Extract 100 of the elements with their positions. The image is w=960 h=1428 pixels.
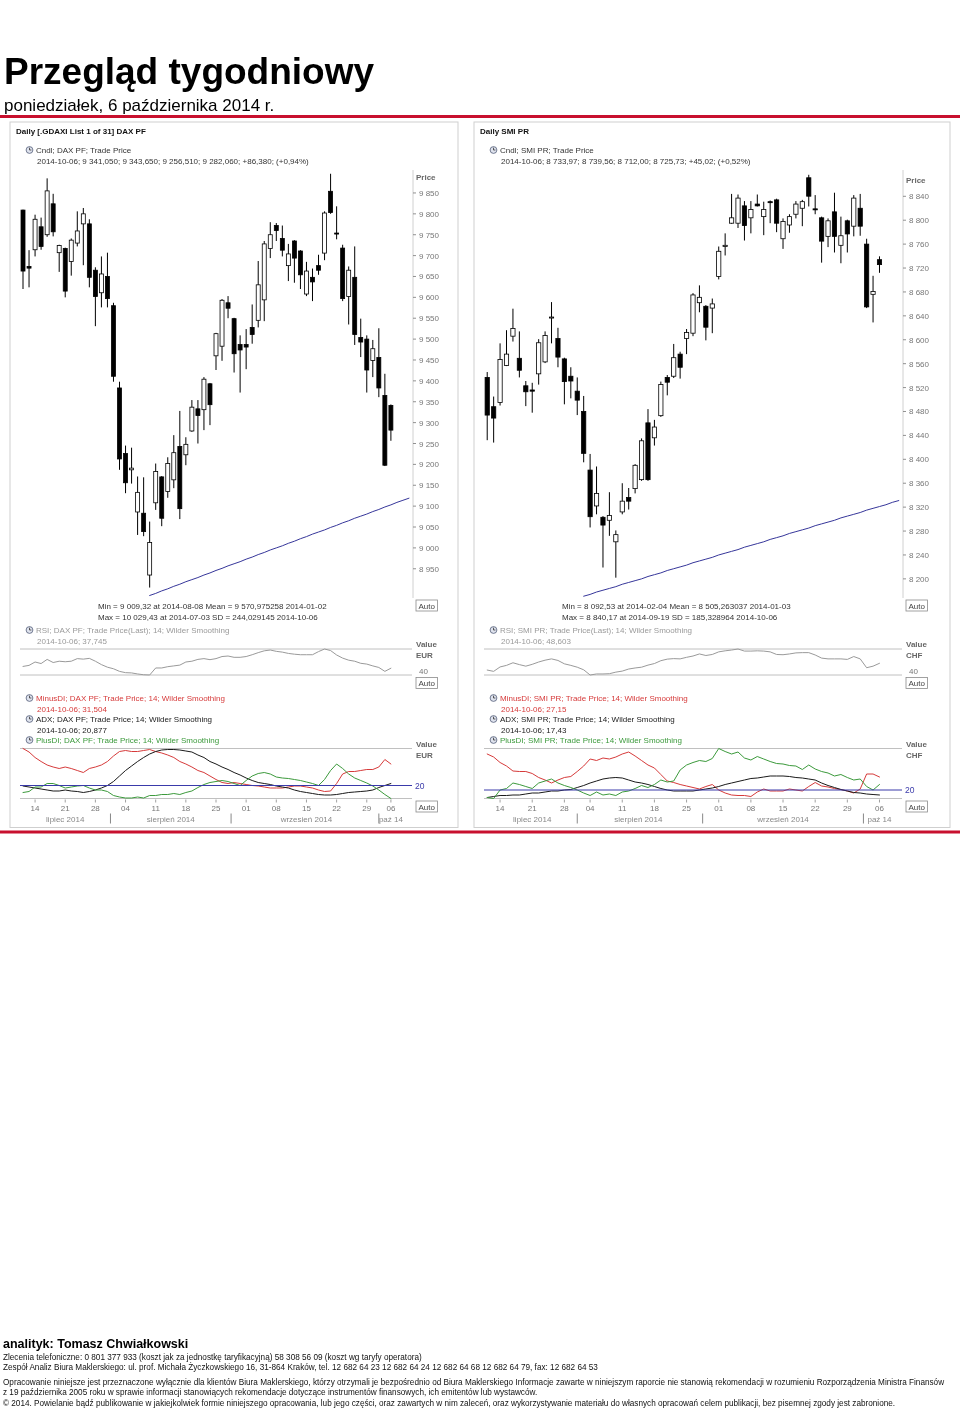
text: poniedziałek, 6 października 2014 r. bbox=[4, 96, 275, 115]
text: ADX; DAX PF; Trade Price; 14; Wilder Smoothing 2014-10-06; 20,877 bbox=[36, 715, 213, 735]
x-tick-label: 22 bbox=[332, 803, 342, 813]
y-tick-label: 8 950 bbox=[419, 564, 440, 574]
text: lipiec 2014 bbox=[46, 814, 85, 824]
x-tick-label: 14 bbox=[30, 803, 41, 813]
text: wrzesień 2014 bbox=[756, 814, 810, 824]
text: MinusDI; DAX PF; Trade Price; 14; Wilder Smoothing 2014-10-06; 31,504 bbox=[36, 694, 225, 714]
y-axis-title: Price bbox=[416, 172, 437, 182]
y-tick-label: 8 520 bbox=[909, 383, 930, 393]
x-tick-label: 18 bbox=[649, 803, 660, 813]
y-tick-label: 8 480 bbox=[909, 407, 930, 417]
y-tick-label: 8 760 bbox=[909, 240, 930, 250]
auto-button: Auto bbox=[415, 599, 438, 612]
auto-button: Auto bbox=[905, 800, 928, 813]
y-tick-label: 8 680 bbox=[909, 287, 930, 297]
x-tick-label: 22 bbox=[810, 803, 821, 813]
x-tick-label: 06 bbox=[875, 803, 885, 813]
x-tick-label: 06 bbox=[386, 803, 396, 813]
candlestick bbox=[516, 330, 522, 378]
x-tick-label: 15 bbox=[302, 803, 312, 813]
auto-button: Auto bbox=[415, 800, 438, 813]
y-tick-label: 9 400 bbox=[419, 376, 440, 386]
text: Max = 10 029,43 at 2014-07-03 SD = 244,029145 2014-10-06 bbox=[98, 612, 319, 622]
y-tick-label: 9 300 bbox=[419, 418, 440, 428]
text: paź 14 bbox=[378, 814, 404, 824]
text: Przegląd tygodniowy bbox=[4, 51, 375, 92]
text: 40 bbox=[419, 666, 429, 676]
candlestick bbox=[806, 174, 812, 207]
y-tick-label: 8 560 bbox=[909, 359, 930, 369]
y-tick-label: 9 200 bbox=[419, 460, 440, 470]
y-tick-label: 8 840 bbox=[909, 192, 930, 202]
y-tick-label: 8 320 bbox=[909, 503, 930, 513]
x-tick-label: 28 bbox=[90, 803, 101, 813]
series-label: RSI; DAX PF; Trade Price(Last); 14; Wilder Smoothing 2014-10-06; 37,745 bbox=[36, 626, 230, 646]
x-tick-label: 29 bbox=[362, 803, 372, 813]
x-tick-label: 11 bbox=[618, 803, 627, 813]
y-tick-label: 9 550 bbox=[419, 314, 440, 324]
series-label: RSI; SMI PR; Trade Price(Last); 14; Wilder Smoothing 2014-10-06; 48,603 bbox=[500, 626, 693, 646]
auto-button: Auto bbox=[905, 677, 928, 689]
text: © 2014. Powielanie bądź publikowanie w jakiejkolwiek formie niniejszego opracowania, lub jego części, oraz zawartych w nim zaleceń, oraz wykorzystywanie materiału do własnych opracowań celem publikacji, bez pisemnej zgody jest zabronione. bbox=[3, 1398, 896, 1408]
text: PlusDI; SMI PR; Trade Price; 14; Wilder Smoothing bbox=[500, 736, 682, 745]
text: paź 14 bbox=[867, 814, 893, 824]
text: ADX; SMI PR; Trade Price; 14; Wilder Smoothing 2014-10-06; 17,43 bbox=[500, 715, 675, 735]
y-tick-label: 9 350 bbox=[419, 397, 440, 407]
candlestick bbox=[316, 254, 321, 276]
text: sierpień 2014 bbox=[146, 814, 196, 824]
line-series bbox=[149, 497, 410, 596]
y-tick-label: 9 150 bbox=[419, 481, 440, 491]
text: MinusDI; SMI PR; Trade Price; 14; Wilder Smoothing 2014-10-06; 27,15 bbox=[500, 694, 688, 714]
text: 2014-10-06; 8 733,97; 8 739,56; 8 712,00; 8 725,73; +45,02; (+0,52%) bbox=[501, 156, 751, 166]
candlestick bbox=[761, 201, 767, 236]
y-tick-label: 8 400 bbox=[909, 455, 930, 465]
x-tick-label: 29 bbox=[842, 803, 853, 813]
x-tick-label: 25 bbox=[682, 803, 692, 813]
y-axis-title: Price bbox=[906, 176, 927, 186]
y-tick-label: 8 440 bbox=[909, 431, 930, 441]
y-axis-title: Value CHF bbox=[906, 739, 928, 760]
text: 20 bbox=[415, 780, 425, 791]
y-tick-label: 8 280 bbox=[909, 527, 930, 537]
candlestick bbox=[279, 225, 285, 257]
candlestick bbox=[574, 376, 580, 416]
candlestick bbox=[664, 374, 670, 396]
auto-button: Auto bbox=[415, 677, 438, 689]
x-tick-label: 25 bbox=[211, 803, 221, 813]
y-tick-label: 8 720 bbox=[909, 264, 930, 274]
auto-button: Auto bbox=[905, 599, 928, 612]
y-tick-label: 8 240 bbox=[909, 550, 930, 560]
x-tick-label: 01 bbox=[714, 803, 724, 813]
text: Cndl; SMI PR; Trade Price bbox=[500, 146, 595, 155]
x-tick-label: 08 bbox=[271, 803, 282, 813]
x-tick-label: 01 bbox=[241, 803, 252, 813]
x-tick-label: 18 bbox=[181, 803, 191, 813]
text: 2014-10-06; 9 341,050; 9 343,650; 9 256,510; 9 282,060; +86,380; (+0,94%) bbox=[37, 156, 310, 166]
y-axis-title: Value EUR bbox=[416, 640, 438, 660]
x-tick-label: 28 bbox=[559, 803, 570, 813]
candlestick bbox=[135, 475, 140, 536]
y-axis-title: Value EUR bbox=[416, 739, 438, 760]
candlestick bbox=[812, 194, 818, 215]
text: sierpień 2014 bbox=[614, 814, 663, 824]
x-tick-label: 21 bbox=[60, 803, 71, 813]
text: 40 bbox=[909, 666, 919, 676]
text: Zlecenia telefoniczne: 0 801 377 933 (koszt jak za jednostkę taryfikacyjną) 58 308 56 09 (koszt wg taryfy operatora) bbox=[3, 1353, 422, 1362]
x-tick-label: 11 bbox=[151, 803, 161, 813]
y-axis-title: Value CHF bbox=[906, 640, 928, 660]
candlestick bbox=[555, 327, 561, 368]
text: Zespół Analiz Biura Maklerskiego: ul. prof. Michała Życzkowskiego 16, 31-864 Kraków, tel. 12 682 64 23 12 682 64 24 12 682 64 68 12 682 64 79, fax: 12 682 64 53 bbox=[3, 1362, 599, 1373]
y-tick-label: 8 600 bbox=[909, 335, 930, 345]
y-tick-label: 9 000 bbox=[419, 543, 440, 553]
text: Max = 8 840,17 at 2014-09-19 SD = 185,328964 2014-10-06 bbox=[562, 612, 778, 622]
y-tick-label: 9 450 bbox=[419, 355, 440, 365]
y-tick-label: 8 200 bbox=[909, 574, 930, 584]
y-tick-label: 8 640 bbox=[909, 311, 930, 321]
y-tick-label: 9 750 bbox=[419, 230, 440, 240]
x-tick-label: 15 bbox=[778, 803, 789, 813]
y-tick-label: 9 250 bbox=[419, 439, 440, 449]
y-tick-label: 9 600 bbox=[419, 293, 440, 303]
y-tick-label: 9 700 bbox=[419, 251, 440, 261]
x-tick-label: 04 bbox=[121, 803, 131, 813]
text: Opracowanie niniejsze jest przeznaczone wyłącznie dla klientów Biura Maklerskiego, którzy otrzymali je bezpośrednio od Biura Maklerskiego Informacje zawarte w niniejszym raporcie nie stanowią rekomendacji w rozumieniu Rozporządzenia Ministra Finansów z 19 października 2005 roku w sprawie informacji stanowiących rekomendacje dotyczące instrumentów finansowych, ich emitentów lub wystawców. bbox=[3, 1377, 945, 1398]
